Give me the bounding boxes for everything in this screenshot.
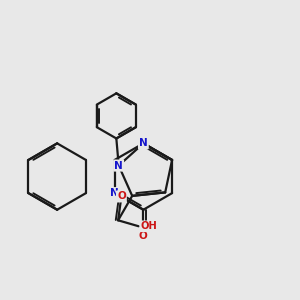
Text: OH: OH — [140, 221, 157, 231]
Text: O: O — [139, 231, 148, 241]
Text: N: N — [110, 188, 119, 198]
Text: N: N — [139, 138, 148, 148]
Text: O: O — [117, 191, 126, 201]
Text: N: N — [114, 160, 123, 171]
